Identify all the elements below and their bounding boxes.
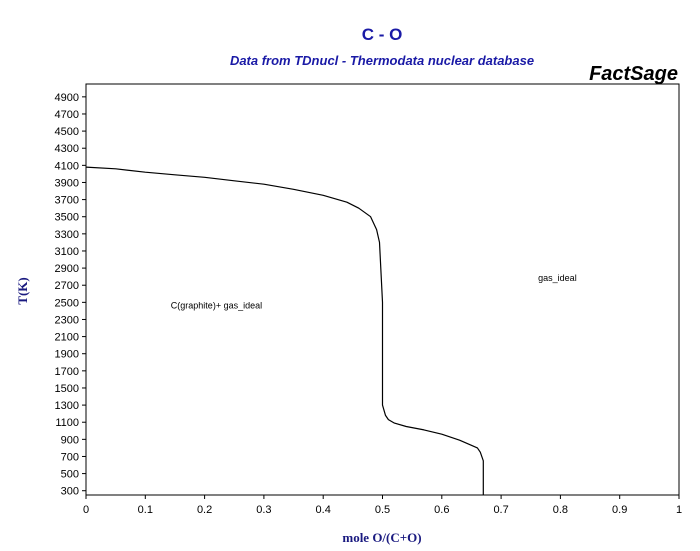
y-tick-label: 300 [61,486,79,498]
factsage-brand-label: FactSage [589,63,678,85]
y-tick-label: 1500 [55,383,79,395]
x-tick-label: 0.3 [256,504,271,516]
y-tick-label: 1100 [55,417,79,429]
y-tick-label: 2100 [55,332,79,344]
y-tick-label: 3500 [55,212,79,224]
y-tick-label: 4500 [55,126,79,138]
x-tick-label: 0 [83,504,89,516]
x-axis-ticks: 0 0.1 0.2 0.3 0.4 0.5 0.6 0.7 0.8 0.9 1 [83,495,682,516]
region-label: C(graphite)+ gas_ideal [171,300,262,310]
y-tick-label: 3700 [55,195,79,207]
y-tick-label: 2900 [55,263,79,275]
y-tick-label: 2300 [55,314,79,326]
y-tick-label: 1700 [55,366,79,378]
phase-boundary-layer [85,166,484,495]
region-label: gas_ideal [538,273,577,283]
y-axis-label: T(K) [15,277,30,304]
y-tick-label: 2700 [55,280,79,292]
x-tick-label: 0.8 [553,504,568,516]
y-tick-label: 900 [61,434,79,446]
plot-area-frame [85,83,680,496]
y-tick-label: 500 [61,469,79,481]
y-tick-label: 1300 [55,400,79,412]
x-tick-label: 0.1 [138,504,153,516]
y-tick-label: 1900 [55,349,79,361]
y-tick-label: 4100 [55,160,79,172]
chart-title: C - O [362,25,403,44]
x-axis-label: mole O/(C+O) [342,530,421,545]
chart-subtitle: Data from TDnucl - Thermodata nuclear da… [230,53,534,68]
y-tick-label: 2500 [55,297,79,309]
y-tick-label: 4700 [55,109,79,121]
x-tick-label: 0.6 [434,504,449,516]
y-tick-label: 3100 [55,246,79,258]
x-tick-label: 1 [676,504,682,516]
y-tick-label: 4300 [55,143,79,155]
y-tick-label: 3900 [55,177,79,189]
x-tick-label: 0.7 [493,504,508,516]
x-tick-label: 0.9 [612,504,627,516]
x-tick-label: 0.5 [375,504,390,516]
region-labels: C(graphite)+ gas_ideal gas_ideal [171,273,577,310]
y-axis-ticks: 300 500 700 900 1100 1300 1500 1700 1900 2100 2300… [55,92,86,498]
x-tick-label: 0.4 [316,504,331,516]
x-tick-label: 0.2 [197,504,212,516]
y-tick-label: 700 [61,451,79,463]
y-tick-label: 4900 [55,92,79,104]
y-tick-label: 3300 [55,229,79,241]
phase-boundary-line [85,166,484,495]
